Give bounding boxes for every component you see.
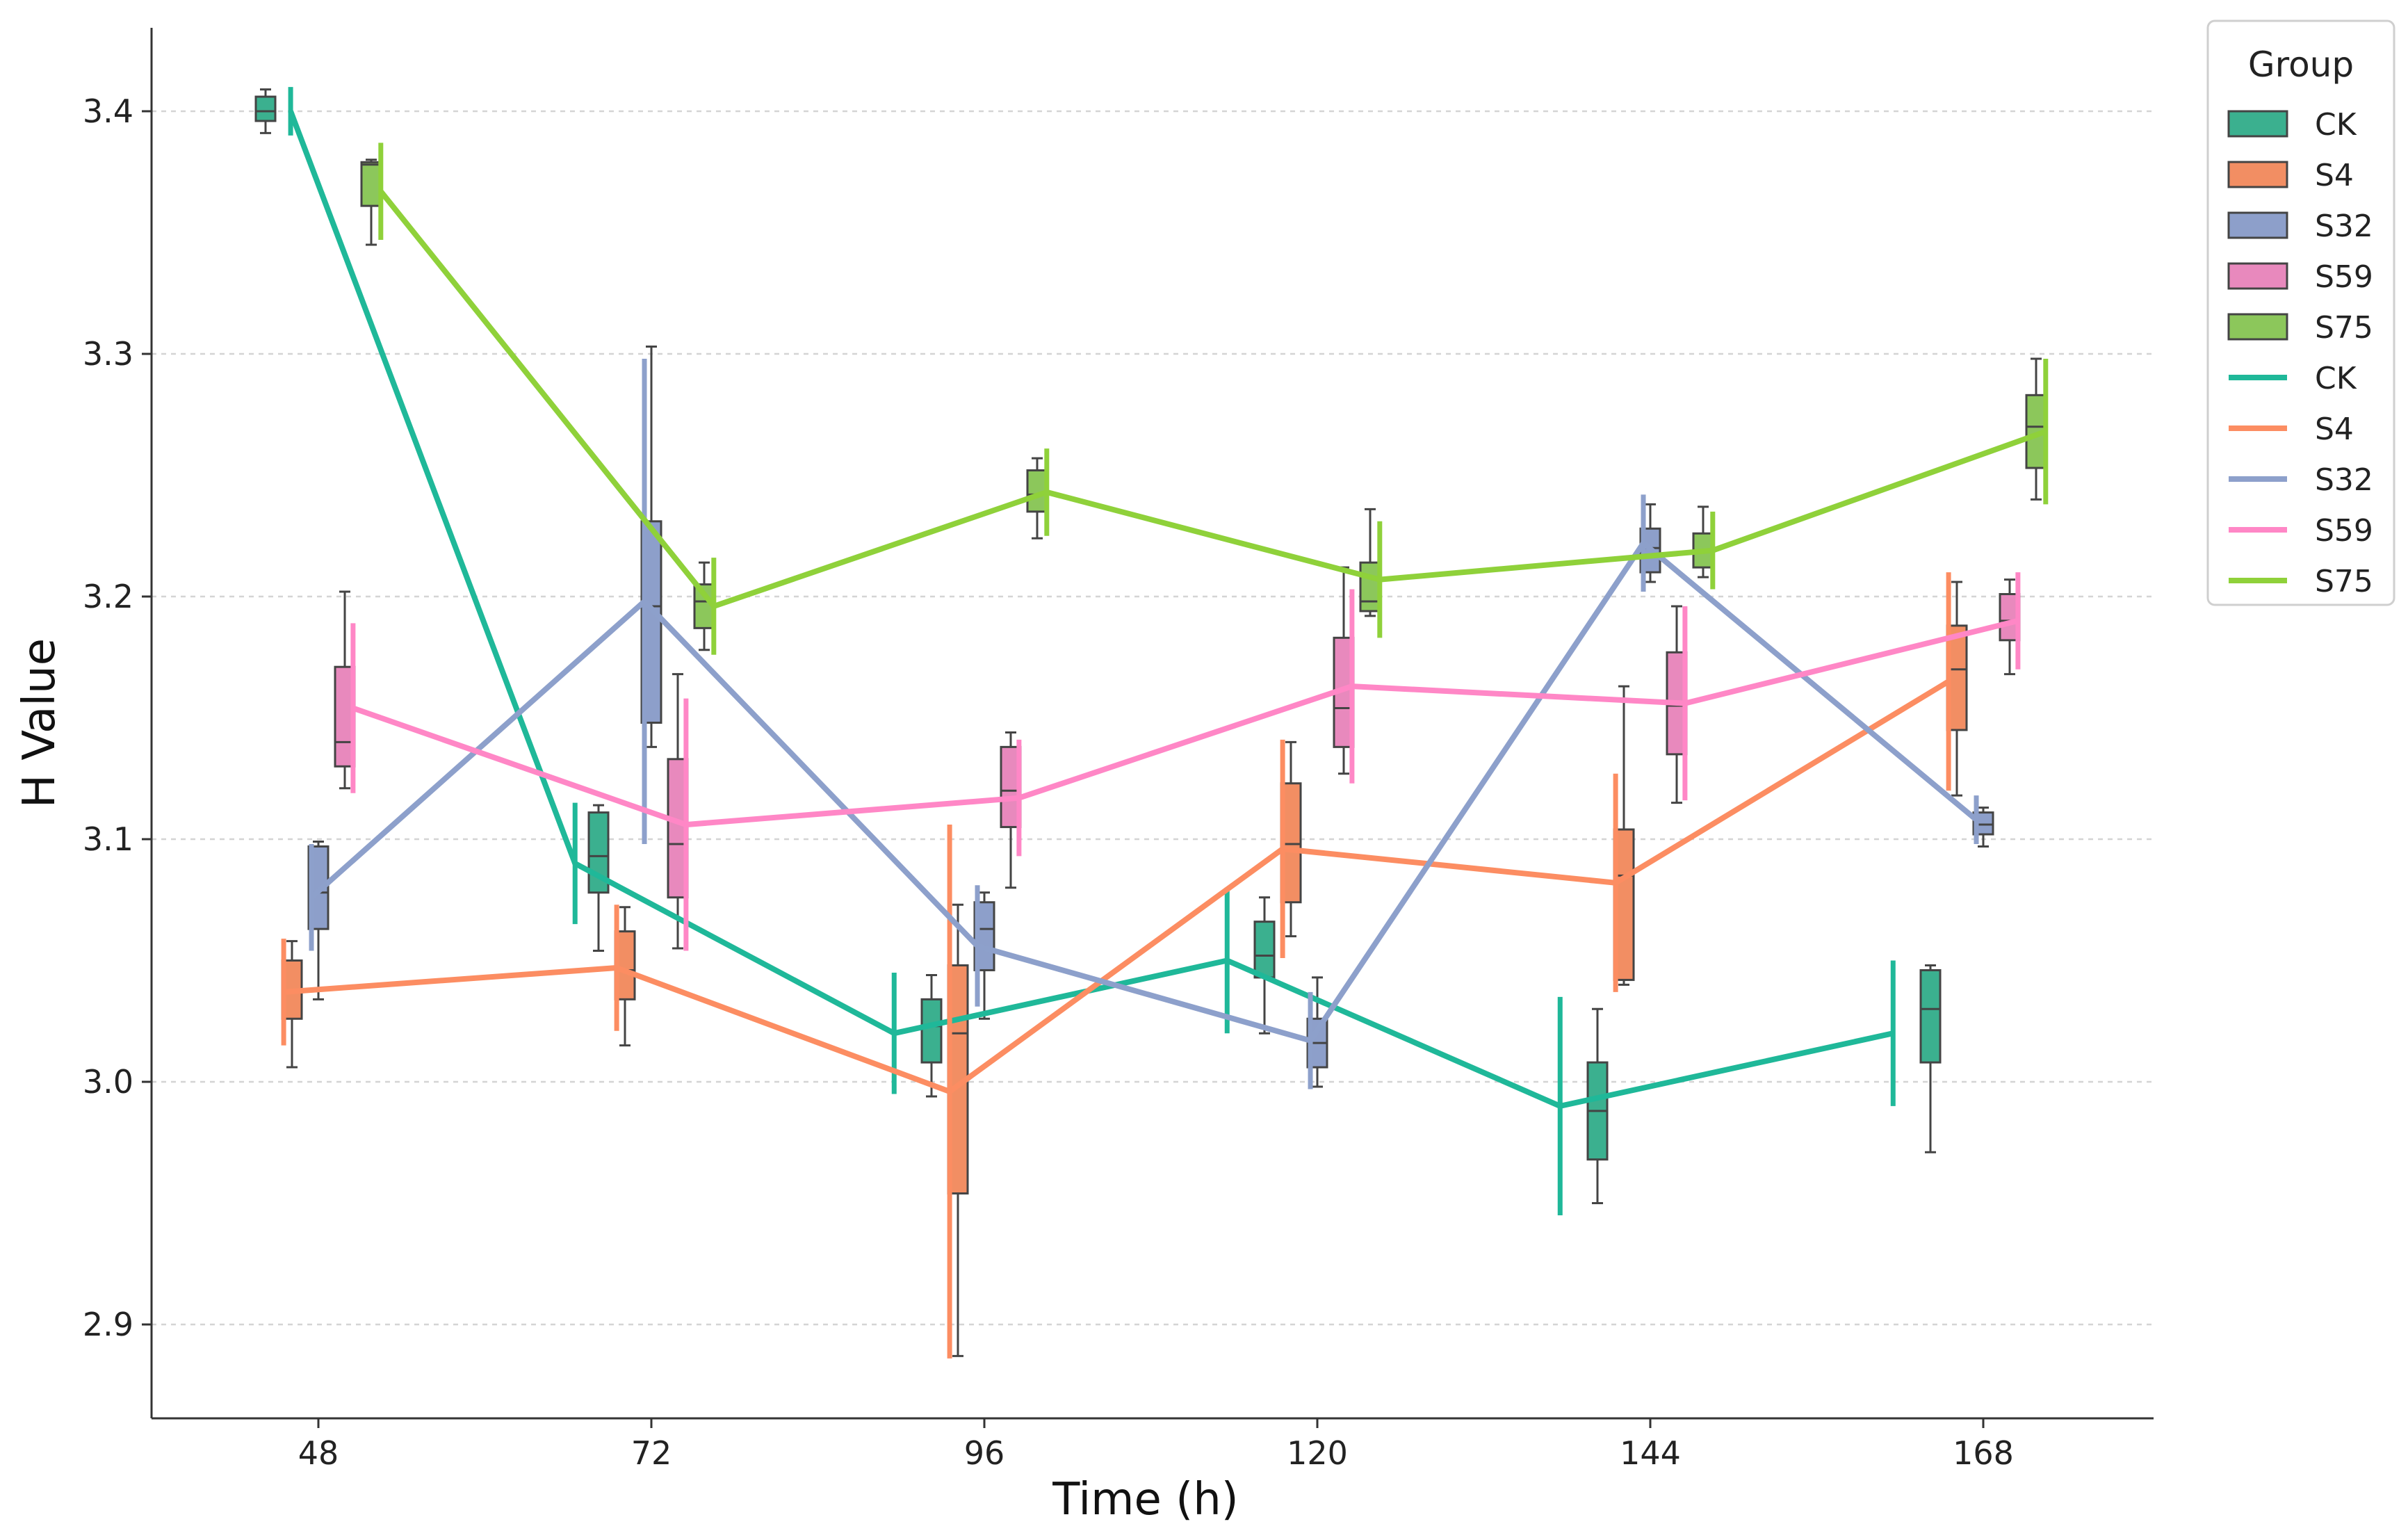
legend-box-swatch-s59	[2227, 262, 2288, 290]
series-line-s32	[309, 540, 1978, 1044]
legend-box-swatch-s4	[2227, 161, 2288, 188]
legend-box-swatch-s32	[2227, 211, 2288, 239]
x-tick-label: 168	[1953, 1434, 2014, 1472]
y-tick-label: 3.4	[83, 92, 133, 130]
legend-label: S4	[2315, 158, 2354, 193]
series-line-s4	[283, 679, 1951, 1094]
series-line-ck	[288, 110, 1894, 1109]
y-tick-label: 3.2	[83, 578, 133, 615]
x-tick-label: 72	[631, 1434, 672, 1472]
series-lines	[281, 87, 2049, 1359]
legend-box-swatch-s75	[2227, 313, 2288, 341]
box-ck	[1253, 921, 1276, 979]
y-tick-label: 3.3	[83, 335, 133, 373]
legend-label: S4	[2315, 412, 2354, 447]
legend-label: S75	[2315, 310, 2373, 346]
gridlines	[152, 110, 2154, 1326]
x-tick-label: 144	[1620, 1434, 1681, 1472]
x-tick-label: 120	[1287, 1434, 1348, 1472]
box-s75	[360, 161, 382, 207]
y-tick-label: 3.0	[83, 1063, 133, 1101]
box-ck	[920, 998, 943, 1064]
legend: Group CK S4 S32 S59 S75 CK S4 S32 S59 S75	[2206, 19, 2395, 606]
box-ck	[254, 95, 277, 122]
x-tick-label: 96	[964, 1434, 1005, 1472]
series-line-s75	[378, 189, 2047, 609]
y-axis-title: H Value	[14, 638, 65, 808]
legend-title: Group	[2248, 44, 2354, 85]
y-tick-label: 3.1	[83, 820, 133, 858]
x-tick-label: 48	[298, 1434, 339, 1472]
legend-box-swatch-ck	[2227, 110, 2288, 138]
legend-label: CK	[2315, 107, 2357, 143]
box-ck	[1919, 968, 1942, 1064]
legend-label: S59	[2315, 259, 2373, 295]
legend-label: S32	[2315, 462, 2373, 498]
legend-label: S32	[2315, 209, 2373, 244]
legend-label: S59	[2315, 513, 2373, 549]
legend-label: S75	[2315, 564, 2373, 599]
x-axis-title: Time (h)	[1052, 1474, 1238, 1525]
legend-label: CK	[2315, 361, 2357, 396]
axes: 2.9 3.0 3.1 3.2 3.3 3.4 48 72 96 120 144 168	[83, 28, 2154, 1472]
y-tick-label: 2.9	[83, 1306, 133, 1343]
series-line-s59	[352, 618, 2019, 828]
box-s75	[1359, 561, 1381, 613]
